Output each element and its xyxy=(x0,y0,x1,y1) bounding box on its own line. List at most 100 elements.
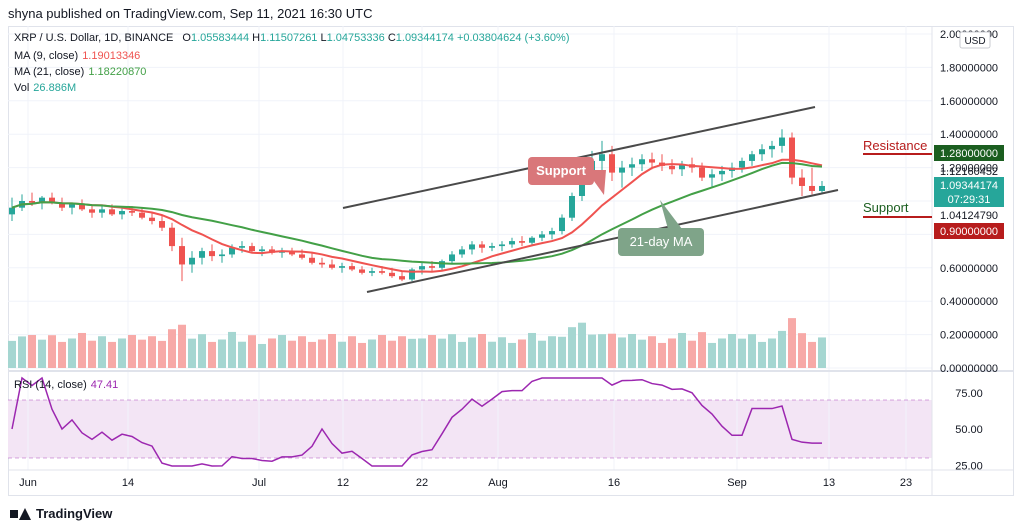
time-tick-label: Sep xyxy=(727,477,747,489)
volume-bar xyxy=(558,336,566,368)
volume-bar xyxy=(478,333,486,368)
volume-bar xyxy=(178,324,186,368)
volume-bar xyxy=(398,336,406,368)
volume-bar xyxy=(568,327,576,368)
support-tag xyxy=(934,223,1004,239)
ma21-legend[interactable]: MA (21, close) 1.18220870 xyxy=(14,66,146,78)
candle-body xyxy=(99,209,105,213)
volume-bar xyxy=(668,338,676,368)
volume-bar xyxy=(8,340,16,368)
price-tick-label: 0.20000000 xyxy=(940,330,998,342)
volume-bar xyxy=(618,337,626,368)
candle-body xyxy=(679,164,685,170)
candle-body xyxy=(129,211,135,213)
candle-body xyxy=(209,251,215,257)
volume-bar xyxy=(48,335,56,368)
candle-body xyxy=(799,177,805,186)
candle-body xyxy=(159,221,165,228)
time-tick-label: Aug xyxy=(488,477,508,489)
volume-bar xyxy=(518,339,526,368)
volume-bar xyxy=(238,341,246,368)
volume-bar xyxy=(608,333,616,368)
volume-bar xyxy=(68,338,76,368)
volume-bar xyxy=(808,341,816,368)
ma9-tag-value: 1.12160452 xyxy=(940,166,998,178)
currency-button-label: USD xyxy=(964,36,985,47)
chart-frame[interactable] xyxy=(8,26,1014,496)
ma21-label: MA (21, close) xyxy=(14,66,85,78)
candle-body xyxy=(309,257,315,263)
candle-body xyxy=(739,160,745,168)
candle-body xyxy=(249,246,255,252)
candle-body xyxy=(579,174,585,196)
candle-body xyxy=(639,159,645,165)
candle-body xyxy=(69,204,75,208)
candle-body xyxy=(389,272,395,277)
volume-bar xyxy=(538,340,546,368)
ma21-line xyxy=(11,161,823,265)
ma9-legend[interactable]: MA (9, close) 1.19013346 xyxy=(14,50,140,62)
candle-body xyxy=(439,261,445,268)
volume-bar xyxy=(268,338,276,368)
volume-bar xyxy=(508,342,516,368)
footer-brand-label: TradingView xyxy=(36,506,113,521)
volume-bar xyxy=(688,340,696,368)
candle-body xyxy=(449,254,455,262)
candle-body xyxy=(789,137,795,178)
volume-bar xyxy=(28,335,36,368)
candle-body xyxy=(319,262,325,265)
volume-bar xyxy=(288,340,296,368)
rsi-legend[interactable]: RSI (14, close) 47.41 xyxy=(14,379,118,391)
volume-bar xyxy=(318,339,326,368)
time-tick-label: 23 xyxy=(900,477,912,489)
time-tick-label: 22 xyxy=(416,477,428,489)
volume-bar xyxy=(218,339,226,368)
volume-legend[interactable]: Vol 26.886M xyxy=(14,82,76,94)
candle-body xyxy=(609,154,615,173)
volume-bar xyxy=(818,337,826,368)
currency-button[interactable] xyxy=(959,31,991,49)
candle-body xyxy=(429,266,435,268)
candle-body xyxy=(119,211,125,215)
volume-bar xyxy=(228,331,236,368)
candle-body xyxy=(549,231,555,235)
close-value: 1.09344174 xyxy=(395,32,454,44)
volume-bar xyxy=(768,338,776,368)
volume-bar xyxy=(578,322,586,368)
volume-bar xyxy=(348,336,356,368)
volume-bar xyxy=(648,336,656,368)
rsi-tick-label: 25.00 xyxy=(955,460,983,472)
ma9-value: 1.19013346 xyxy=(82,50,141,62)
time-tick-label: Jun xyxy=(19,477,37,489)
candle-body xyxy=(29,201,35,203)
candle-body xyxy=(39,197,45,203)
time-axis: Jun 14 Jul 12 22 Aug 16 Sep 13 23 xyxy=(19,477,912,489)
volume-bar xyxy=(758,341,766,368)
support-callout: Support xyxy=(528,157,606,195)
volume-bar xyxy=(678,332,686,368)
rsi-band xyxy=(8,400,932,458)
footer-brand[interactable]: TradingView xyxy=(10,506,112,521)
price-tick-label: 0.40000000 xyxy=(940,296,998,308)
symbol-title: XRP / U.S. Dollar, 1D, BINANCE xyxy=(14,32,174,44)
volume-bar xyxy=(598,334,606,368)
volume-bar xyxy=(728,333,736,368)
time-tick-label: Jul xyxy=(252,477,266,489)
volume-bar xyxy=(638,339,646,368)
rsi-axis: 75.00 50.00 25.00 xyxy=(955,388,983,473)
volume-bar xyxy=(308,341,316,368)
price-tick-label: 1.20000000 xyxy=(940,163,998,175)
support-tag-value: 0.90000000 xyxy=(940,226,998,238)
candle-body xyxy=(219,254,225,257)
tradingview-logo-icon xyxy=(10,507,31,521)
candle-body xyxy=(709,174,715,178)
candle-body xyxy=(259,249,265,252)
channel-lower-line[interactable] xyxy=(366,189,839,293)
volume-bar xyxy=(108,341,116,368)
volume-bar xyxy=(18,336,26,368)
candle-body xyxy=(399,276,405,280)
vol-label: Vol xyxy=(14,82,30,94)
candle-body xyxy=(329,264,335,268)
volume-bar xyxy=(248,335,256,368)
